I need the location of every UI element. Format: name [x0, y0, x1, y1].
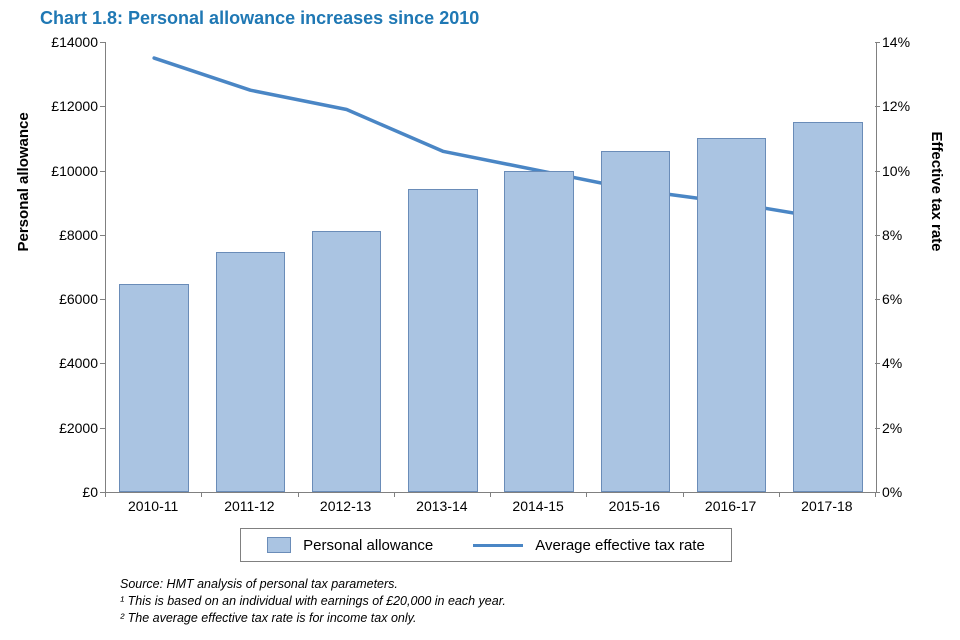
y2-tick-label: 14%	[882, 34, 942, 50]
legend: Personal allowance Average effective tax…	[240, 528, 732, 562]
x-tick-label: 2013-14	[394, 498, 490, 514]
y1-tick-label: £8000	[18, 227, 98, 243]
y2-tick-label: 12%	[882, 98, 942, 114]
chart-container: Chart 1.8: Personal allowance increases …	[0, 0, 960, 640]
x-tick-label: 2010-11	[105, 498, 201, 514]
x-tick-label: 2011-12	[201, 498, 297, 514]
y2-tick-label: 10%	[882, 163, 942, 179]
bar	[216, 252, 285, 492]
y1-tick-label: £12000	[18, 98, 98, 114]
y1-tick-label: £14000	[18, 34, 98, 50]
legend-bar-label: Personal allowance	[303, 537, 433, 554]
y2-tick-label: 6%	[882, 291, 942, 307]
footnote-1: ¹ This is based on an individual with ea…	[120, 593, 506, 610]
plot-area	[105, 42, 877, 493]
bar	[793, 122, 862, 492]
y1-tick-label: £10000	[18, 163, 98, 179]
bar	[697, 138, 766, 492]
x-tick-label: 2014-15	[490, 498, 586, 514]
legend-swatch-bar	[267, 537, 291, 553]
y1-tick-label: £0	[18, 484, 98, 500]
x-tick-label: 2012-13	[298, 498, 394, 514]
footnotes: Source: HMT analysis of personal tax par…	[120, 576, 506, 627]
legend-line-label: Average effective tax rate	[535, 537, 705, 554]
legend-item-line: Average effective tax rate	[473, 537, 705, 554]
legend-swatch-line	[473, 544, 523, 547]
y1-tick-label: £4000	[18, 355, 98, 371]
legend-item-bar: Personal allowance	[267, 537, 433, 554]
y2-tick-label: 8%	[882, 227, 942, 243]
footnote-2: ² The average effective tax rate is for …	[120, 610, 506, 627]
y1-tick-label: £2000	[18, 420, 98, 436]
footnote-source: Source: HMT analysis of personal tax par…	[120, 576, 506, 593]
y2-tick-label: 0%	[882, 484, 942, 500]
bar	[119, 284, 188, 492]
y2-tick-label: 4%	[882, 355, 942, 371]
bar	[408, 189, 477, 492]
bar	[504, 171, 573, 492]
bar	[312, 231, 381, 492]
x-tick-label: 2015-16	[586, 498, 682, 514]
chart-title: Chart 1.8: Personal allowance increases …	[40, 8, 479, 29]
y2-tick-label: 2%	[882, 420, 942, 436]
bar	[601, 151, 670, 492]
x-tick-label: 2017-18	[779, 498, 875, 514]
y1-tick-label: £6000	[18, 291, 98, 307]
x-tick-label: 2016-17	[683, 498, 779, 514]
